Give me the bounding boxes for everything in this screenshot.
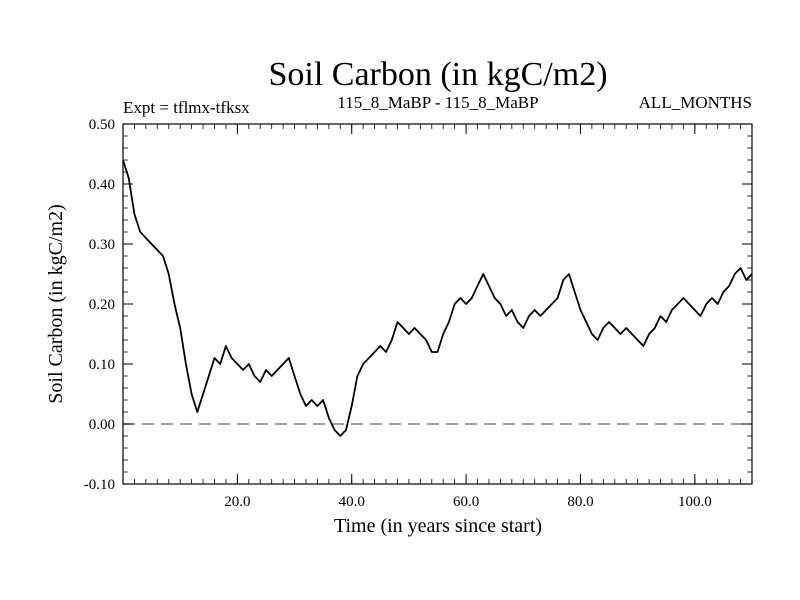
experiment-label: Expt = tflmx-tfksx: [123, 98, 250, 117]
y-tick-label: 0.10: [89, 357, 115, 373]
y-tick-label: 0.20: [89, 297, 115, 313]
months-label: ALL_MONTHS: [639, 93, 752, 112]
y-tick-label: 0.30: [89, 237, 115, 253]
y-tick-label: -0.10: [84, 477, 115, 493]
y-axis-label: Soil Carbon (in kgC/m2): [45, 204, 67, 403]
x-tick-label: 80.0: [567, 494, 593, 510]
x-tick-label: 20.0: [224, 494, 250, 510]
series-line-0: [122, 159, 753, 437]
plot-area: -0.10 0.00 0.10 0.20 0.30 0.40 0.50 20.0 40.0 60.…: [84, 117, 753, 510]
y-tick-label: 0.40: [89, 177, 115, 193]
x-tick-label: 60.0: [453, 494, 479, 510]
x-tick-label: 40.0: [339, 494, 365, 510]
x-tick-label: 100.0: [678, 494, 712, 510]
plot-frame: [122, 123, 753, 485]
chart-title: Soil Carbon (in kgC/m2): [268, 56, 607, 93]
y-tick-label: 0.50: [89, 117, 115, 133]
y-tick-label: 0.00: [89, 417, 115, 433]
period-label: 115_8_MaBP - 115_8_MaBP: [337, 93, 538, 112]
x-axis-label: Time (in years since start): [334, 515, 542, 537]
